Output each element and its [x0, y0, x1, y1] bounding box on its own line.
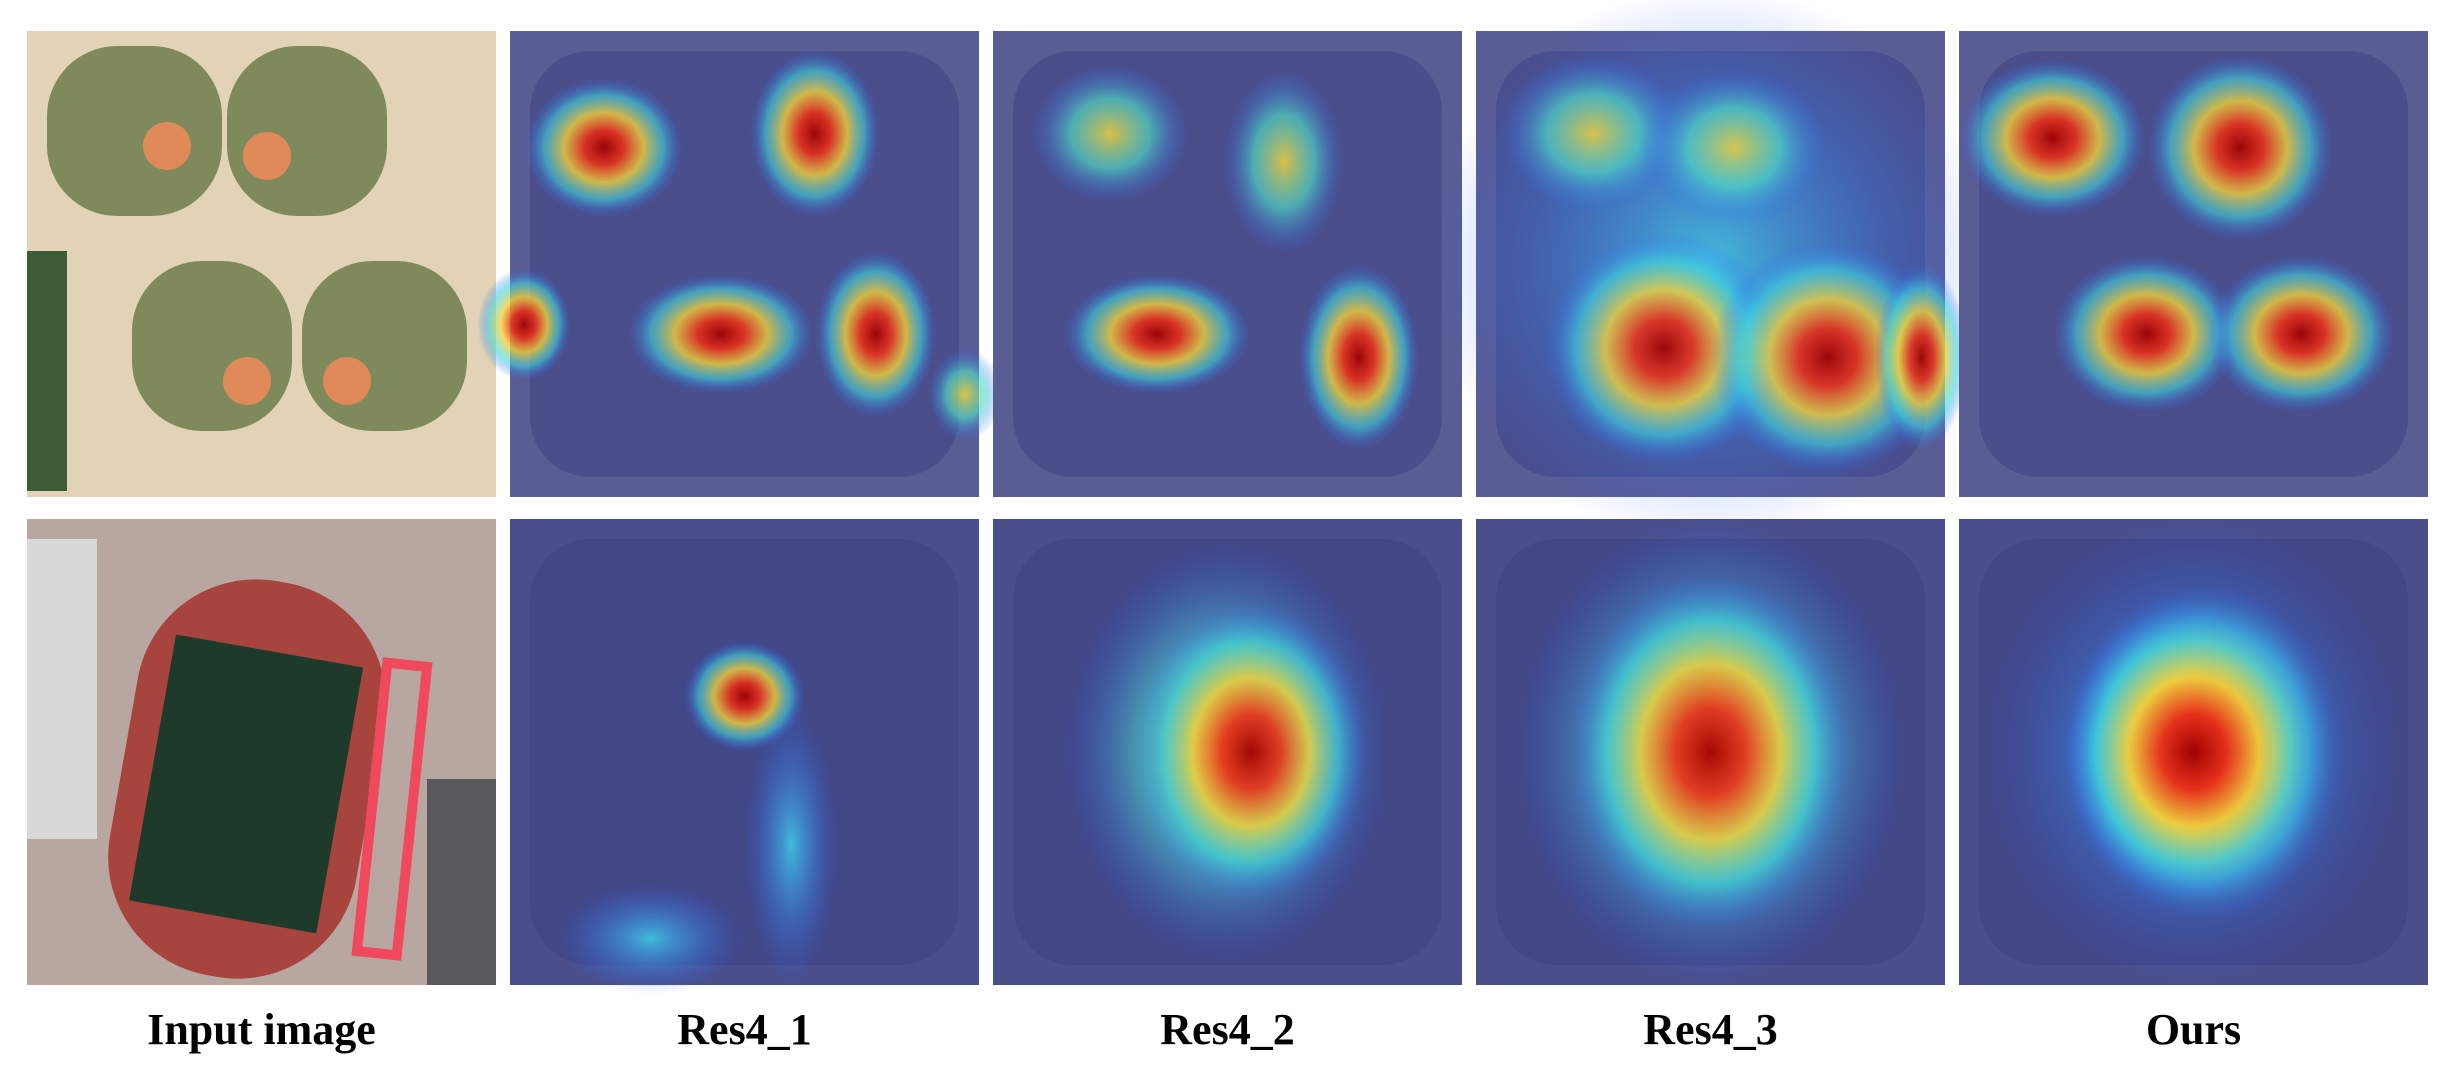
heat-blob — [814, 250, 937, 418]
heat-blob — [2207, 254, 2396, 414]
panel — [1959, 519, 2428, 985]
heat-blob — [1297, 264, 1420, 451]
infield — [143, 122, 191, 170]
field — [227, 46, 387, 216]
field — [47, 46, 222, 216]
panel — [1429, 0, 1992, 544]
heat-blob — [2062, 602, 2325, 902]
panel — [27, 31, 496, 497]
heat-blob — [2146, 54, 2335, 241]
field — [132, 261, 292, 431]
heat-blob — [2052, 254, 2241, 414]
pitch — [27, 251, 67, 491]
column-label: Res4_2 — [1160, 1005, 1294, 1054]
heat-blob — [1874, 264, 1969, 451]
buildings — [27, 539, 97, 839]
infield — [323, 357, 371, 405]
buildings — [427, 779, 496, 985]
heat-blob — [1569, 574, 1852, 930]
column-label: Res4_1 — [677, 1005, 811, 1054]
heat-blob — [1030, 63, 1190, 204]
field — [302, 261, 467, 431]
panel — [27, 519, 496, 985]
heat-blob — [1133, 602, 1369, 902]
panel — [1476, 519, 1945, 985]
column-label: Res4_3 — [1643, 1005, 1777, 1054]
pitch — [129, 634, 364, 934]
heat-blob — [1640, 68, 1828, 227]
heat-blob — [1499, 54, 1688, 213]
infield — [243, 132, 291, 180]
panel — [993, 519, 1462, 985]
panel — [1959, 31, 2428, 497]
pool — [351, 657, 433, 961]
heat-blob — [627, 273, 815, 395]
column-label: Input image — [147, 1005, 376, 1054]
heat-blob — [1222, 68, 1345, 255]
heat-blob — [524, 77, 684, 218]
heat-blob — [1063, 273, 1251, 395]
heat-blob — [556, 882, 745, 995]
heat-blob — [927, 347, 1003, 442]
heat-blob — [744, 705, 839, 985]
column-label: Ours — [2146, 1005, 2241, 1054]
heat-blob — [1959, 58, 2147, 218]
heat-blob — [749, 49, 881, 218]
panel — [510, 519, 979, 995]
panel — [477, 31, 1003, 497]
panel — [993, 31, 1462, 497]
heat-blob — [477, 268, 571, 381]
infield — [223, 357, 271, 405]
